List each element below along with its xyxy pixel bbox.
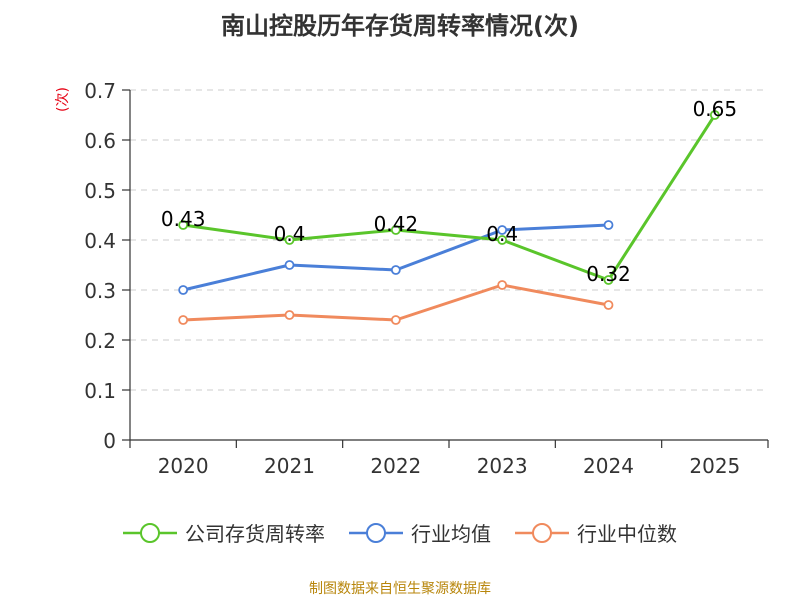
data-point [603,220,614,230]
data-point [284,235,295,245]
legend-item[interactable]: 行业均值 [349,518,491,547]
x-tick-label: 2024 [583,454,634,478]
data-label: 0.4 [274,222,306,246]
legend-marker-icon [349,522,403,543]
y-axis-unit-label: (次) [55,87,71,112]
legend-marker-circle [366,522,386,543]
legend-marker-icon [515,522,569,543]
legend-label: 公司存货周转率 [185,522,325,546]
x-tick-label: 2021 [264,454,315,478]
x-tick-label: 2023 [477,454,528,478]
y-tick-label: 0.3 [84,279,116,303]
data-label: 0.43 [161,207,206,231]
data-point [284,260,295,270]
data-point [390,225,401,235]
data-point [497,235,508,245]
legend-label: 行业中位数 [577,522,677,546]
legend-marker-circle [140,522,160,543]
x-tick-label: 2020 [158,454,209,478]
data-point [178,220,189,230]
legend-item[interactable]: 公司存货周转率 [123,518,325,547]
data-label: 0.65 [693,97,738,121]
chart-title: 南山控股历年存货周转率情况(次) [221,12,579,40]
legend-label: 行业均值 [411,522,491,546]
y-tick-label: 0.5 [84,179,116,203]
data-point [709,110,720,120]
y-tick-label: 0.6 [84,129,116,153]
data-label: 0.42 [374,212,419,236]
y-tick-label: 0.7 [84,79,116,103]
data-label: 0.32 [586,262,631,286]
y-tick-label: 0.4 [84,229,116,253]
legend-marker-icon [123,522,177,543]
data-point [497,280,508,290]
data-point [603,300,614,310]
y-tick-label: 0.2 [84,329,116,353]
data-point [178,315,189,325]
x-tick-label: 2022 [370,454,421,478]
chart-legend: 公司存货周转率 行业均值 行业中位数 [0,518,800,547]
y-tick-label: 0.1 [84,379,116,403]
data-point [284,310,295,320]
data-label: 0.4 [486,222,518,246]
data-point [497,225,508,235]
legend-marker-circle [532,522,552,543]
y-tick-label: 0 [103,429,116,453]
legend-item[interactable]: 行业中位数 [515,518,677,547]
data-point [178,285,189,295]
data-point [390,265,401,275]
data-point [390,315,401,325]
series-line [182,114,717,282]
data-source-note: 制图数据来自恒生聚源数据库 [309,581,491,597]
x-tick-label: 2025 [689,454,740,478]
data-point [603,275,614,285]
